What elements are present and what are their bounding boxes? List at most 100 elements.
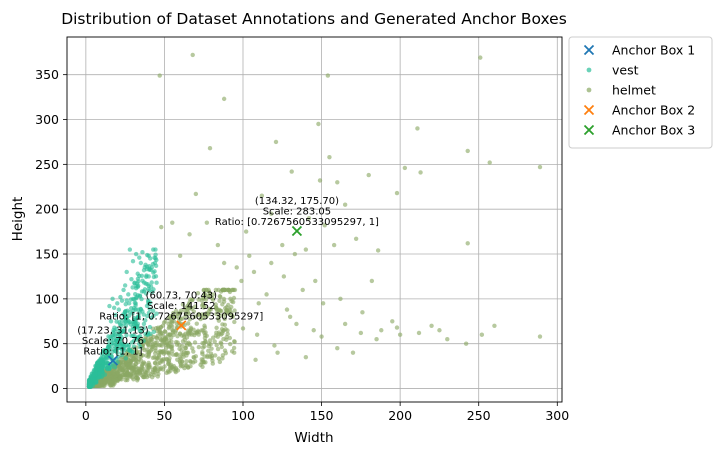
helmet-point (221, 260, 227, 266)
helmet-point (145, 349, 150, 355)
helmet-point (192, 314, 198, 319)
y-tick-label: 50 (43, 336, 59, 351)
helmet-point (109, 374, 114, 379)
helmet-point (394, 190, 400, 196)
helmet-point (176, 312, 181, 317)
vest-point (110, 296, 115, 302)
helmet-point (215, 334, 220, 339)
vest-point (141, 338, 146, 344)
plot-frame (66, 36, 563, 403)
helmet-point (187, 358, 193, 364)
helmet-point (254, 332, 260, 337)
legend-label: vest (612, 63, 639, 78)
vest-point (100, 369, 105, 374)
helmet-point (214, 325, 219, 330)
helmet-point (402, 165, 408, 171)
helmet-point (187, 332, 192, 337)
helmet-point (217, 359, 223, 365)
helmet-point (158, 331, 163, 336)
helmet-point (170, 328, 176, 334)
helmet-point (465, 241, 470, 246)
helmet-point (114, 377, 119, 382)
helmet-point (273, 139, 279, 145)
helmet-point (204, 220, 210, 225)
vest-point (146, 310, 152, 316)
vest-point (117, 322, 123, 327)
x-tick-label: 50 (156, 408, 172, 423)
helmet-point (202, 323, 207, 328)
vest-point (141, 312, 147, 317)
x-axis-ticks: 0 50 100 150 200 250 300 (82, 402, 569, 423)
helmet-point (196, 344, 202, 350)
helmet-point (144, 353, 149, 358)
helmet-point (169, 339, 174, 344)
vest-point (138, 260, 144, 266)
helmet-point (192, 340, 198, 345)
helmet-point (209, 355, 215, 361)
helmet-point (179, 316, 185, 321)
helmet-point (190, 52, 195, 58)
vest-point (108, 334, 113, 340)
vest-point (143, 318, 148, 323)
helmet-point (163, 336, 169, 341)
helmet-point (201, 340, 207, 346)
helmet-point (487, 160, 492, 165)
legend-label: Anchor Box 1 (612, 43, 695, 58)
helmet-point (162, 364, 167, 369)
helmet-point (182, 337, 188, 343)
vest-point (133, 251, 139, 257)
vest-point (134, 296, 139, 301)
helmet-point (415, 126, 420, 131)
helmet-point (193, 191, 199, 197)
vest-point (152, 269, 157, 274)
helmet-point (199, 298, 205, 303)
vest-point (124, 298, 129, 303)
helmet-point (206, 343, 212, 349)
vest-point (124, 269, 129, 275)
vest-point (128, 328, 133, 333)
helmet-point (177, 253, 183, 259)
helmet-point (216, 356, 222, 361)
helmet-point (194, 321, 199, 326)
helmet-point (303, 247, 309, 252)
helmet-point (213, 353, 218, 358)
vest-point (123, 301, 128, 307)
helmet-point (131, 363, 136, 368)
helmet-point (181, 354, 186, 359)
y-tick-label: 100 (35, 291, 59, 306)
helmet-point (232, 350, 237, 355)
vest-point (116, 337, 121, 342)
helmet-point (218, 340, 223, 345)
helmet-point (229, 304, 234, 310)
helmet-point (300, 287, 305, 293)
legend-label: helmet (612, 83, 656, 98)
y-axis-label: Height (10, 197, 26, 242)
helmet-point (445, 337, 450, 342)
vest-point (132, 317, 138, 323)
helmet-point (342, 202, 348, 207)
helmet-point (199, 312, 205, 317)
helmet-point (136, 359, 141, 365)
helmet-point (145, 368, 151, 373)
vest-point (141, 321, 147, 327)
helmet-point (360, 310, 365, 315)
vest-point (118, 294, 123, 300)
helmet-point (216, 330, 222, 335)
helmet-point (160, 359, 165, 364)
helmet-point (159, 343, 165, 348)
helmet-point (157, 327, 162, 332)
vest-point (111, 305, 117, 311)
helmet-point (215, 316, 221, 321)
vest-point (110, 349, 115, 355)
helmet-point (169, 343, 175, 349)
vest-point (95, 360, 100, 365)
vest-point (115, 301, 120, 306)
vest-point (126, 292, 131, 297)
anchor-box-marker (107, 355, 119, 366)
helmet-point (221, 96, 227, 102)
vest-point (125, 344, 131, 349)
helmet-point (230, 313, 235, 319)
helmet-point (231, 295, 237, 301)
y-tick-label: 300 (35, 112, 59, 127)
y-tick-label: 350 (35, 67, 59, 82)
